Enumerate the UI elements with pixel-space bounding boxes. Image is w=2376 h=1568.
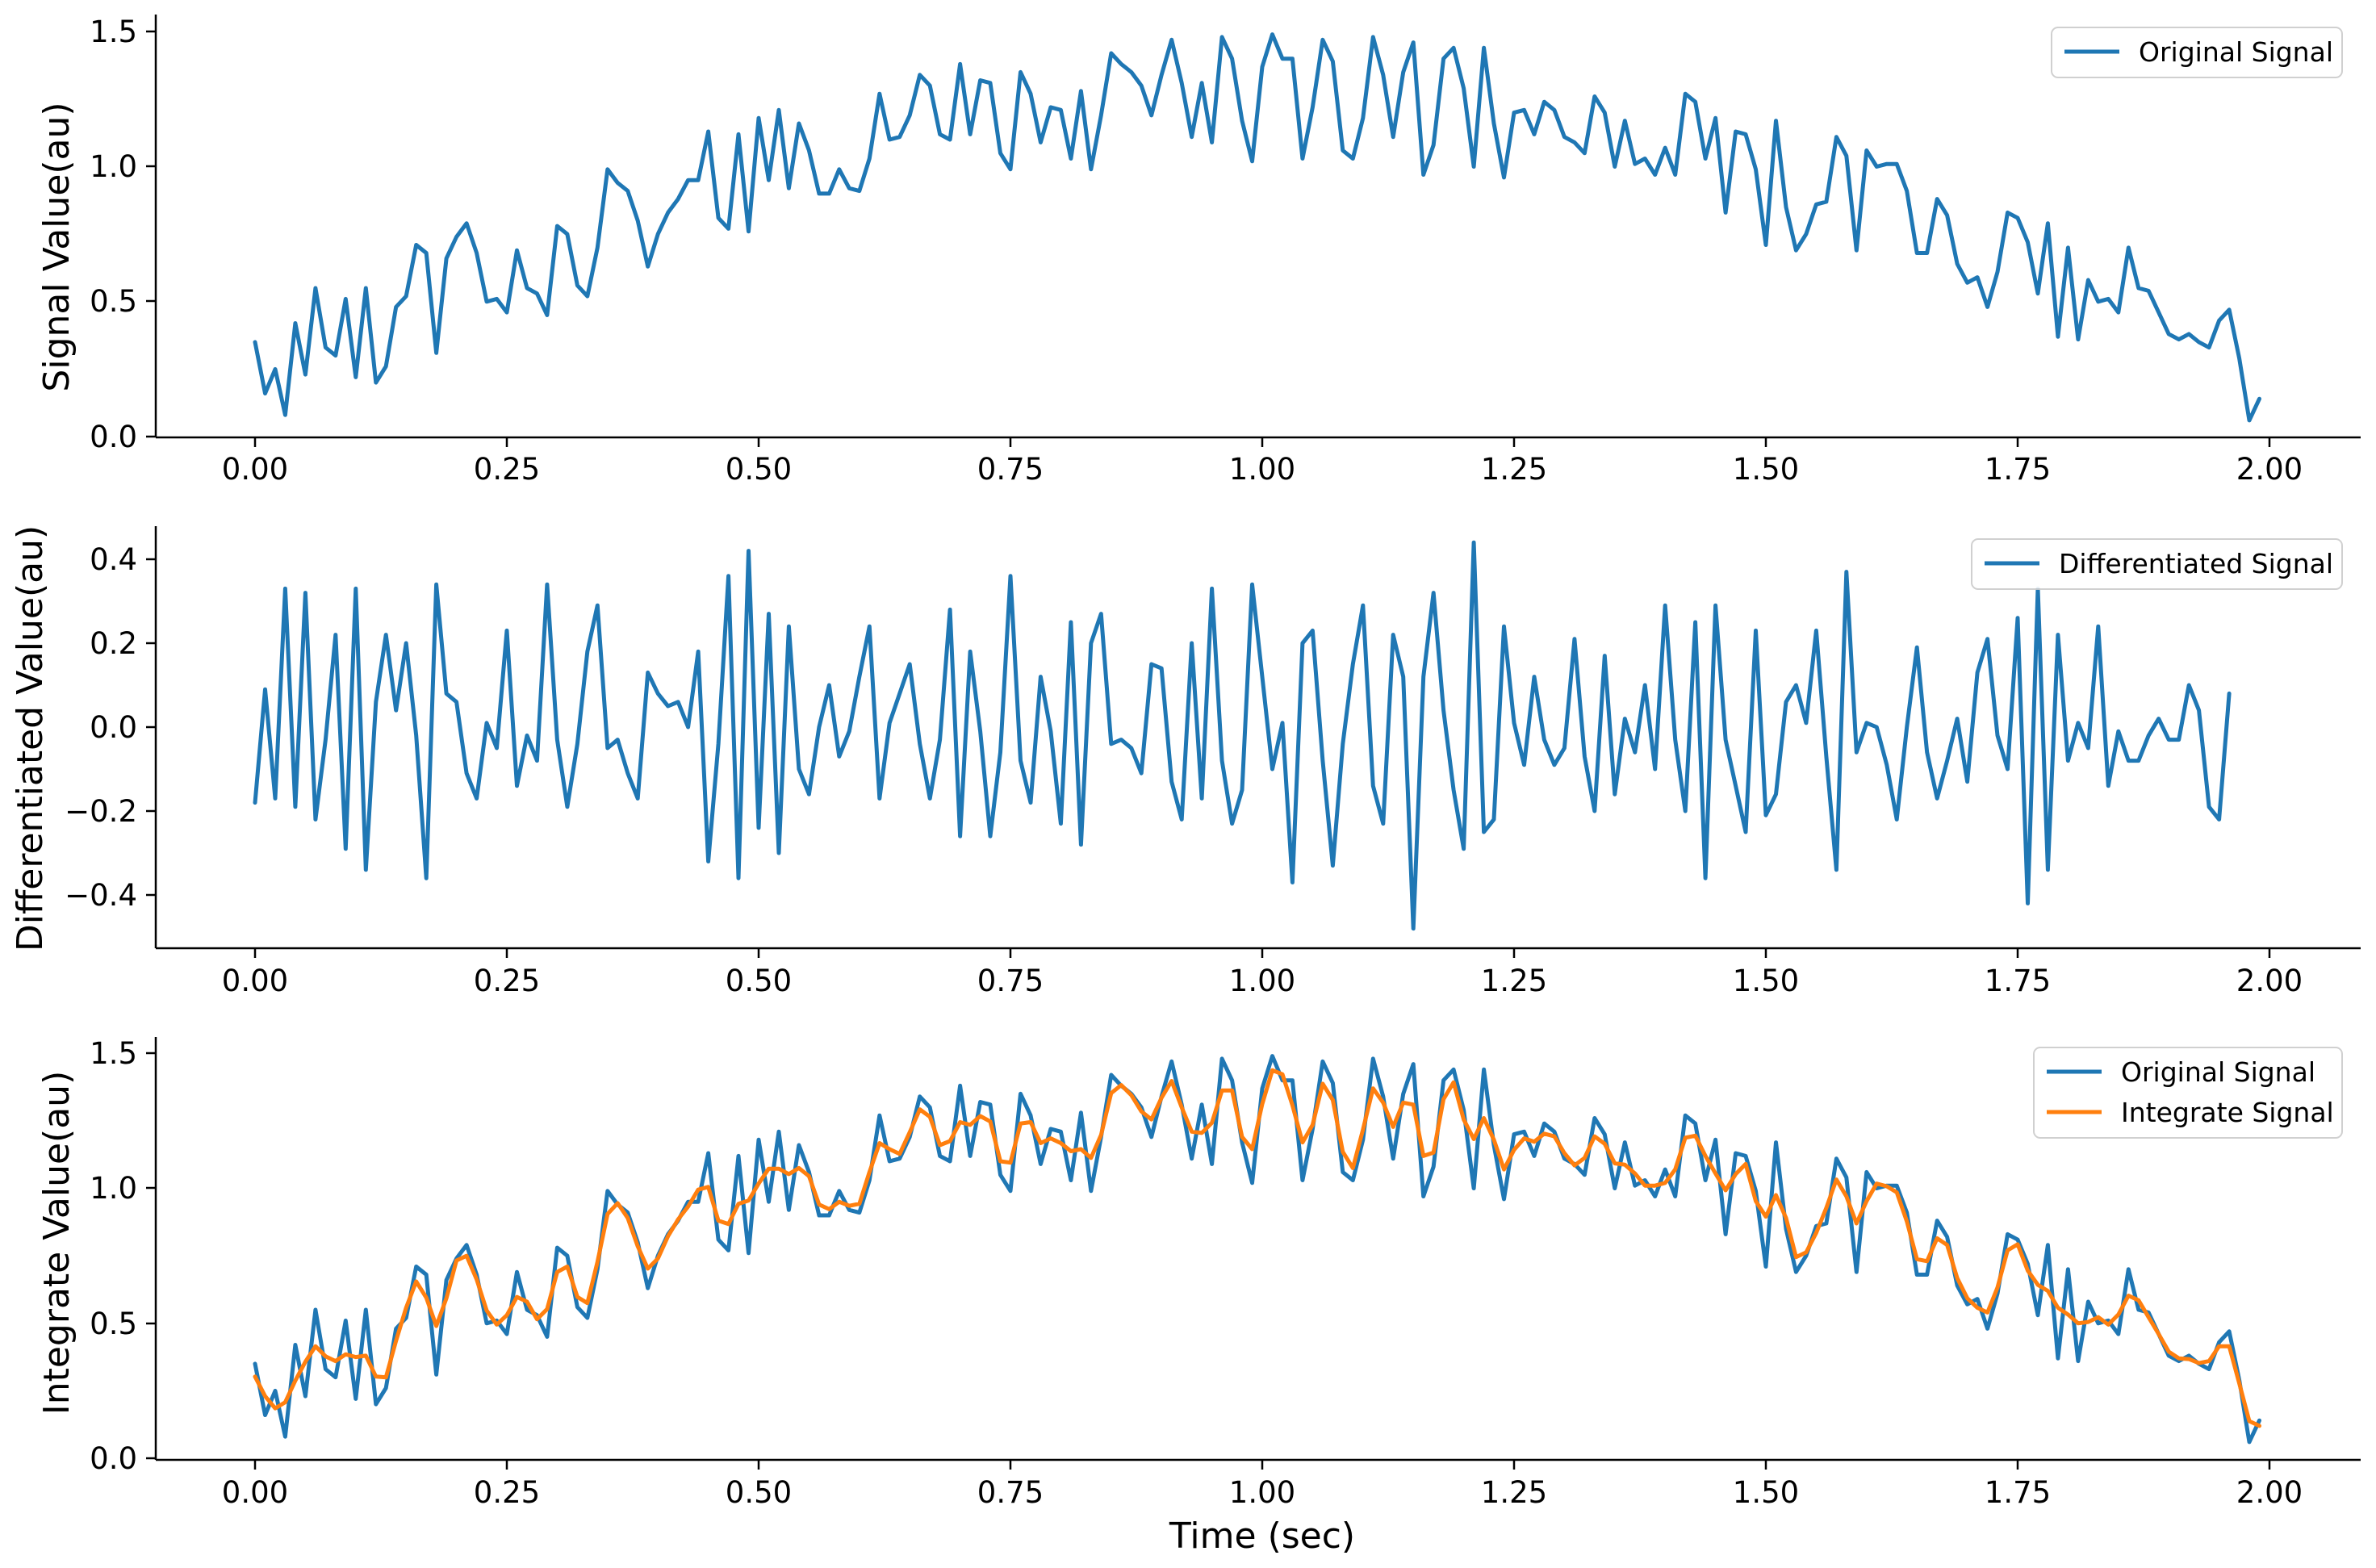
middle-xtick-label-1: 0.25 (474, 964, 540, 998)
middle-ytick-label-0: −0.4 (65, 878, 137, 913)
bottom-legend-label-original-signal: Original Signal (2121, 1056, 2315, 1088)
bottom-xtick-label-6: 1.50 (1733, 1475, 1799, 1510)
top-x-ticks: 0.00 0.25 0.50 0.75 1.00 1.25 1.50 1.75 … (222, 437, 2303, 487)
top-xtick-label-8: 2.00 (2236, 452, 2303, 487)
middle-xtick-label-2: 0.50 (726, 964, 792, 998)
middle-series-differentiated-signal (253, 540, 2232, 931)
top-xtick-label-6: 1.50 (1733, 452, 1799, 487)
bottom-xtick-label-1: 0.25 (474, 1475, 540, 1510)
middle-ytick-label-4: 0.4 (90, 542, 137, 577)
bottom-xtick-label-8: 2.00 (2236, 1475, 2303, 1510)
top-ytick-label-0: 0.0 (90, 420, 137, 454)
top-ytick-label-1: 0.5 (90, 284, 137, 319)
middle-xtick-label-8: 2.00 (2236, 964, 2303, 998)
middle-x-ticks: 0.00 0.25 0.50 0.75 1.00 1.25 1.50 1.75 … (222, 948, 2303, 998)
middle-legend-box (1971, 538, 2343, 590)
bottom-ylabel: Integrate Value(au) (36, 1071, 77, 1415)
bottom-x-ticks: 0.00 0.25 0.50 0.75 1.00 1.25 1.50 1.75 … (222, 1460, 2303, 1510)
top-xtick-label-7: 1.75 (1985, 452, 2051, 487)
top-xtick-label-1: 0.25 (474, 452, 540, 487)
bottom-xtick-label-2: 0.50 (726, 1475, 792, 1510)
bottom-xtick-label-5: 1.25 (1481, 1475, 1547, 1510)
middle-xtick-label-5: 1.25 (1481, 964, 1547, 998)
bottom-xtick-label-0: 0.00 (222, 1475, 288, 1510)
top-legend-box (2051, 27, 2343, 78)
top-ytick-label-2: 1.0 (90, 149, 137, 184)
top-y-ticks: 0.0 0.5 1.0 1.5 (90, 15, 156, 454)
bottom-xtick-label-7: 1.75 (1985, 1475, 2051, 1510)
top-xtick-label-0: 0.00 (222, 452, 288, 487)
bottom-panel: Integrate Value(au) 0.0 0.5 1.0 1.5 0.00… (36, 1036, 2361, 1557)
bottom-series-integrate-signal (253, 1068, 2261, 1428)
middle-xtick-label-6: 1.50 (1733, 964, 1799, 998)
bottom-series-original-signal (253, 1054, 2261, 1445)
middle-legend: Differentiated Signal (1971, 538, 2343, 590)
bottom-xtick-label-3: 0.75 (977, 1475, 1044, 1510)
middle-y-ticks: −0.4 −0.2 0.0 0.2 0.4 (65, 542, 156, 913)
top-panel: Signal Value(au) 0.0 0.5 1.0 1.5 0.00 0.… (36, 15, 2361, 487)
bottom-xtick-label-4: 1.00 (1229, 1475, 1295, 1510)
top-ytick-label-3: 1.5 (90, 15, 137, 49)
top-series-original-signal (253, 32, 2261, 423)
bottom-ytick-label-0: 0.0 (90, 1441, 137, 1476)
top-xtick-label-3: 0.75 (977, 452, 1044, 487)
middle-xtick-label-7: 1.75 (1985, 964, 2051, 998)
middle-ytick-label-2: 0.0 (90, 710, 137, 745)
middle-xtick-label-4: 1.00 (1229, 964, 1295, 998)
bottom-ytick-label-1: 0.5 (90, 1307, 137, 1341)
top-xtick-label-4: 1.00 (1229, 452, 1295, 487)
middle-ylabel: Differentiated Value(au) (10, 525, 51, 951)
middle-xtick-label-0: 0.00 (222, 964, 288, 998)
middle-legend-label-differentiated-signal: Differentiated Signal (2059, 548, 2333, 579)
bottom-legend: Original Signal Integrate Signal (2033, 1047, 2343, 1139)
middle-ytick-label-3: 0.2 (90, 626, 137, 661)
bottom-xlabel: Time (sec) (1169, 1516, 1355, 1557)
middle-xtick-label-3: 0.75 (977, 964, 1044, 998)
bottom-ytick-label-3: 1.5 (90, 1036, 137, 1071)
top-xtick-label-5: 1.25 (1481, 452, 1547, 487)
bottom-legend-label-integrate-signal: Integrate Signal (2121, 1097, 2334, 1128)
top-ylabel: Signal Value(au) (36, 102, 77, 391)
top-legend: Original Signal (2051, 27, 2343, 78)
top-legend-label-original-signal: Original Signal (2139, 36, 2333, 68)
middle-ytick-label-1: −0.2 (65, 794, 137, 829)
bottom-ytick-label-2: 1.0 (90, 1171, 137, 1206)
top-xtick-label-2: 0.50 (726, 452, 792, 487)
bottom-y-ticks: 0.0 0.5 1.0 1.5 (90, 1036, 156, 1476)
middle-panel: Differentiated Value(au) −0.4 −0.2 0.0 0… (10, 525, 2361, 998)
bottom-legend-box (2033, 1047, 2343, 1139)
